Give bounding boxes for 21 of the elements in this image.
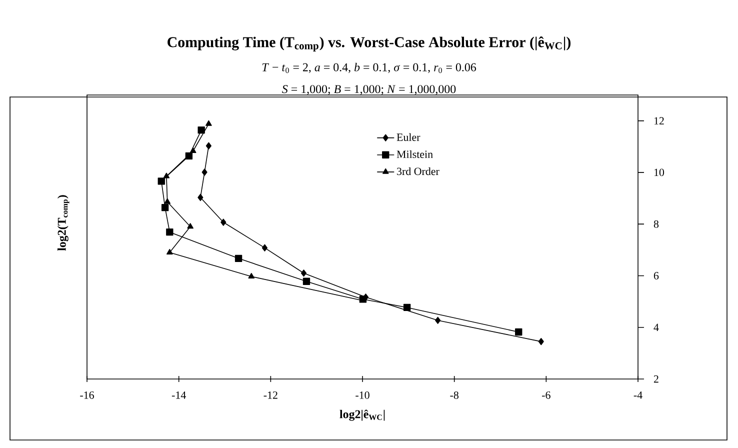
text: S = 1,000; B = 1,000; N = 1,000,000 <box>282 85 456 95</box>
y-tick-label: 8 <box>654 220 659 228</box>
text: T − t$_{0}$ = 2, a = 0.4, b = 0.1, σ = 0.1, r$_{0}$ = 0.06 <box>262 62 476 74</box>
x-tick-label: -10 <box>356 391 370 399</box>
y-tick-label: 4 <box>654 324 659 331</box>
x-tick-label: -12 <box>264 391 278 399</box>
legend-label: Milstein <box>396 150 433 158</box>
y-axis-title: log2(T$_{comp}$) <box>57 195 70 251</box>
y-tick-label: 12 <box>654 117 664 124</box>
chart-title: Computing Time (T$_{comp}$) vs. Worst-Case Absolute Error (|ê$_{WC}$|) <box>168 36 571 52</box>
x-tick-label: -8 <box>450 391 458 399</box>
x-tick-label: -16 <box>80 391 94 399</box>
y-tick-label: 6 <box>654 272 659 280</box>
x-tick-label: -4 <box>634 391 642 399</box>
y-tick-label: 2 <box>654 375 658 383</box>
legend-label: Euler <box>396 133 420 141</box>
y-tick-label: 10 <box>654 168 664 176</box>
legend-label: 3rd Order <box>397 167 440 176</box>
x-axis-title: log2|ê$_{WC}$| <box>340 410 385 421</box>
x-tick-label: -14 <box>172 391 186 399</box>
x-tick-label: -6 <box>542 391 550 399</box>
